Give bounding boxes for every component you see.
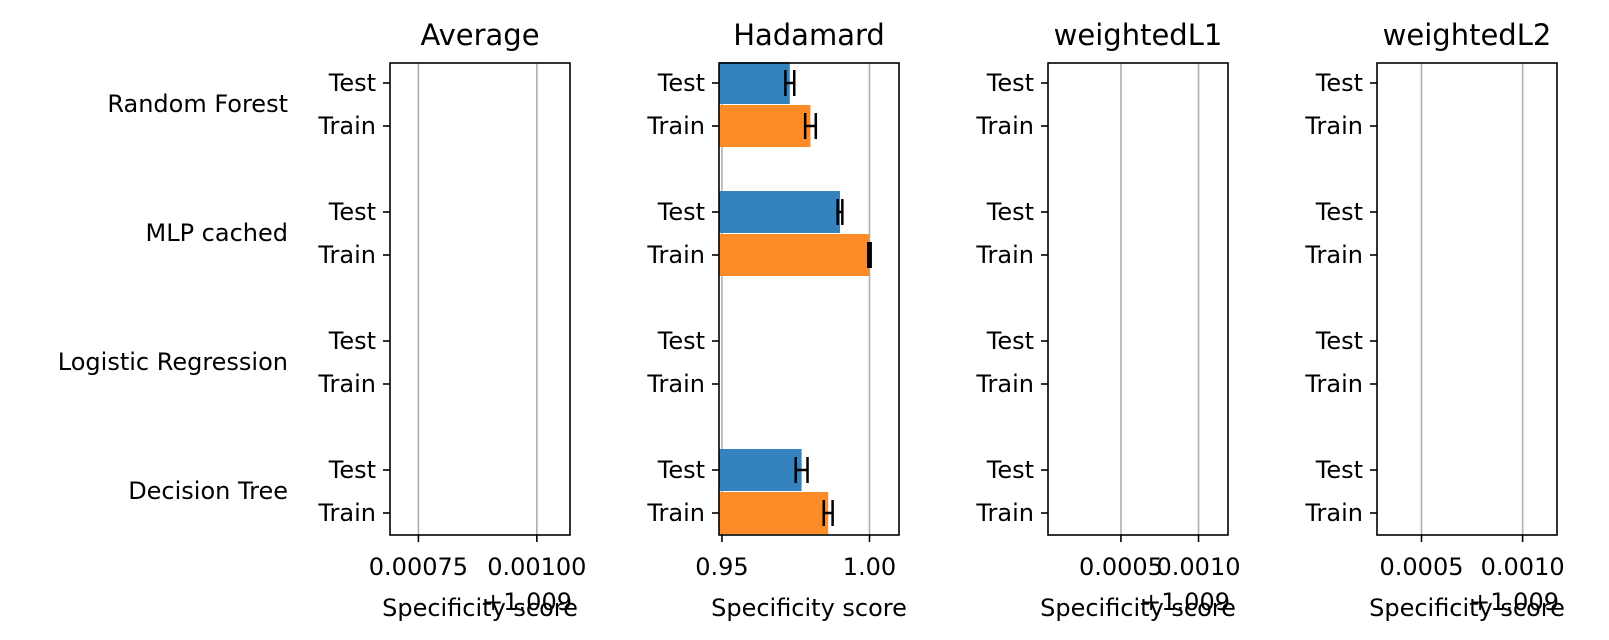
y-tick-label: Train <box>1304 241 1363 269</box>
y-tick-label: Train <box>317 499 376 527</box>
row-label: MLP cached <box>146 219 289 247</box>
y-tick-label: Train <box>1304 370 1363 398</box>
panel-title: weightedL1 <box>1054 18 1223 52</box>
x-offset-label: +1.009 <box>1141 588 1230 616</box>
y-tick-label: Test <box>986 69 1034 97</box>
x-axis-label: Specificity score <box>382 594 578 622</box>
row-label: Logistic Regression <box>58 348 288 376</box>
y-tick-label: Train <box>646 499 705 527</box>
axes-frame <box>1047 62 1229 536</box>
x-tick-label: 0.95 <box>695 553 748 581</box>
x-tick-label: 0.0005 <box>1380 553 1464 581</box>
y-tick-label: Test <box>328 456 376 484</box>
y-tick-label: Train <box>317 112 376 140</box>
y-tick-label: Test <box>657 327 705 355</box>
x-tick-label: 0.00075 <box>369 553 468 581</box>
y-tick-label: Test <box>657 198 705 226</box>
y-tick-label: Train <box>646 112 705 140</box>
y-tick-label: Test <box>657 69 705 97</box>
y-tick-label: Test <box>986 198 1034 226</box>
y-tick-label: Test <box>986 327 1034 355</box>
x-axis-label: Specificity score <box>711 594 907 622</box>
panel-title: weightedL2 <box>1383 18 1552 52</box>
y-tick-label: Test <box>1315 69 1363 97</box>
y-tick-label: Test <box>986 456 1034 484</box>
y-tick-label: Test <box>1315 327 1363 355</box>
y-tick-label: Train <box>646 241 705 269</box>
row-label: Decision Tree <box>128 477 288 505</box>
panel-title: Average <box>420 18 539 52</box>
y-tick-label: Test <box>328 327 376 355</box>
y-tick-label: Test <box>657 456 705 484</box>
y-tick-label: Train <box>1304 499 1363 527</box>
y-tick-label: Train <box>646 370 705 398</box>
x-tick-label: 0.0005 <box>1079 553 1163 581</box>
bar-train <box>719 492 829 534</box>
y-tick-label: Train <box>1304 112 1363 140</box>
y-tick-label: Test <box>328 198 376 226</box>
y-tick-label: Test <box>1315 198 1363 226</box>
y-tick-label: Test <box>328 69 376 97</box>
bar-test <box>719 191 840 233</box>
x-tick-label: 0.00100 <box>487 553 586 581</box>
bar-train <box>719 234 870 276</box>
y-tick-label: Train <box>975 241 1034 269</box>
axes-frame <box>1376 62 1558 536</box>
y-tick-label: Train <box>317 241 376 269</box>
y-tick-label: Train <box>975 112 1034 140</box>
y-tick-label: Train <box>317 370 376 398</box>
bar-test <box>719 62 790 104</box>
panel-title: Hadamard <box>733 18 885 52</box>
row-label: Random Forest <box>107 90 288 118</box>
bar-train <box>719 105 811 147</box>
y-tick-label: Train <box>975 370 1034 398</box>
axes-frame <box>718 62 900 536</box>
bar-test <box>719 449 802 491</box>
x-tick-label: 1.00 <box>843 553 896 581</box>
y-tick-label: Test <box>1315 456 1363 484</box>
y-tick-label: Train <box>975 499 1034 527</box>
x-axis-label: Specificity score <box>1040 594 1236 622</box>
x-offset-label: +1.009 <box>483 588 572 616</box>
x-tick-label: 0.0010 <box>1157 553 1241 581</box>
axes-frame <box>389 62 571 536</box>
x-tick-label: 0.0010 <box>1481 553 1565 581</box>
x-offset-label: +1.009 <box>1470 588 1559 616</box>
x-axis-label: Specificity score <box>1369 594 1565 622</box>
